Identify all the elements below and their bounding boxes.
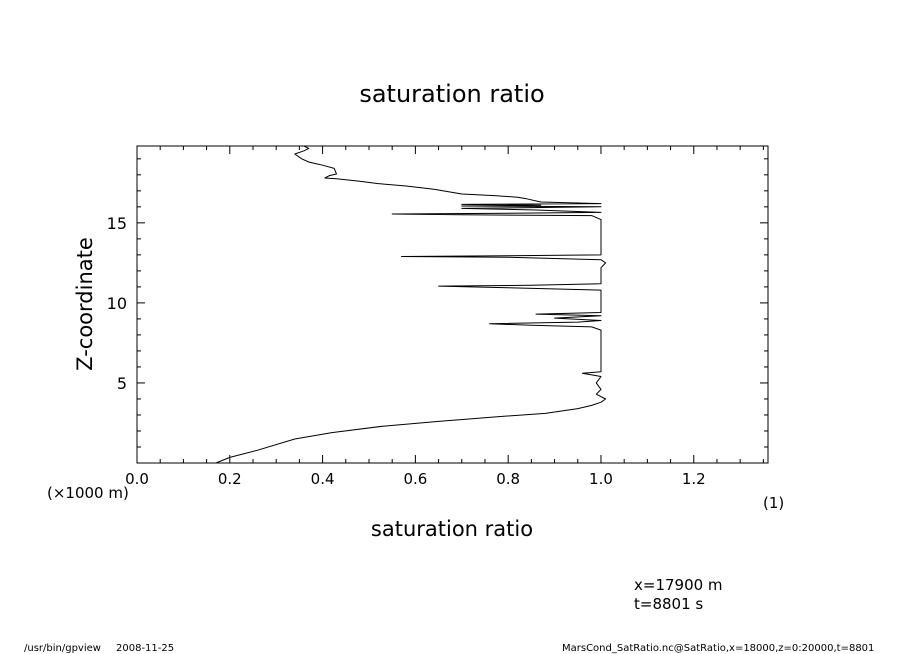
saturation-ratio-profile-line [215, 145, 607, 464]
x-axis-ticks [136, 146, 764, 463]
plot-frame [136, 145, 769, 464]
data-series-group [215, 145, 607, 464]
x-axis-label: saturation ratio [371, 517, 533, 541]
coordinate-x-readout: x=17900 m [634, 576, 723, 594]
y-axis-label: Z-coordinate [73, 237, 97, 371]
y-axis-unit: (×1000 m) [47, 484, 129, 502]
x-tick-label: 0.4 [311, 470, 335, 488]
y-tick-label: 5 [117, 374, 127, 393]
x-tick-label: 1.2 [682, 470, 706, 488]
y-tick-label: 15 [107, 214, 127, 233]
x-tick-label: 0.6 [403, 470, 427, 488]
x-tick-label: 0.8 [496, 470, 520, 488]
x-tick-label: 1.0 [589, 470, 613, 488]
y-axis-tick-labels: 5 10 15 [107, 214, 127, 393]
x-tick-label: 0.2 [218, 470, 242, 488]
coordinate-t-readout: t=8801 s [634, 595, 703, 613]
y-axis-ticks [137, 158, 768, 448]
y-tick-label: 10 [107, 294, 127, 313]
footer-program-path: /usr/bin/gpview [24, 643, 101, 654]
x-axis-unit: (1) [763, 494, 784, 512]
x-axis-tick-labels: 0.0 0.2 0.4 0.6 0.8 1.0 1.2 [125, 470, 706, 488]
footer-date: 2008-11-25 [116, 643, 174, 654]
footer-source-spec: MarsCond_SatRatio.nc@SatRatio,x=18000,z=… [562, 643, 874, 654]
chart-title: saturation ratio [359, 80, 544, 108]
plot-area: 0.0 0.2 0.4 0.6 0.8 1.0 1.2 5 10 15 [107, 145, 769, 488]
x-tick-label: 0.0 [125, 470, 149, 488]
